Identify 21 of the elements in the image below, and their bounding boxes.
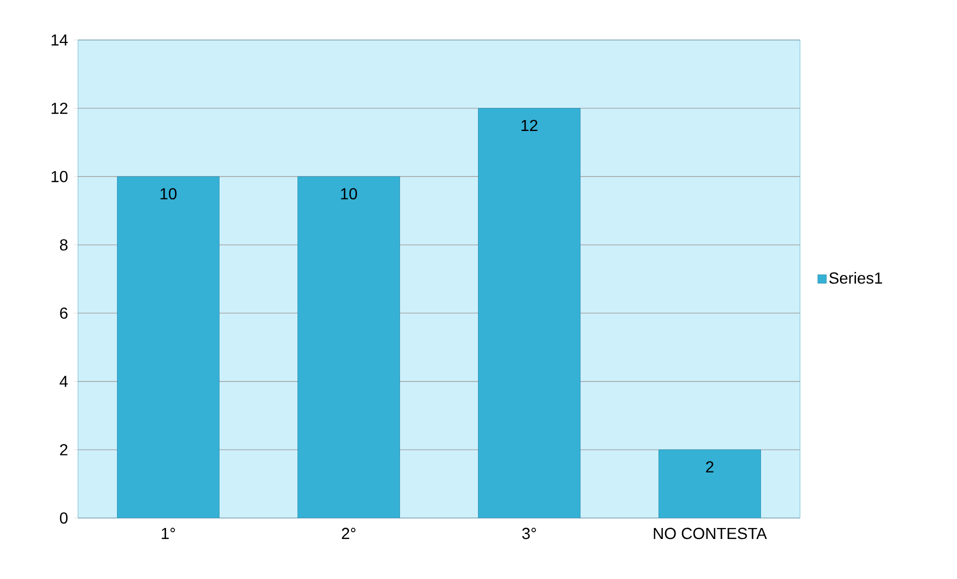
bar	[117, 176, 220, 518]
x-tick-label: 1°	[162, 528, 175, 539]
y-tick-label: 2	[60, 444, 68, 456]
bar	[298, 176, 400, 518]
bar	[658, 450, 761, 518]
legend-label: Series1	[829, 272, 882, 284]
data-label: 10	[160, 188, 177, 200]
x-tick-label: 2°	[342, 528, 356, 539]
y-tick-label: 14	[52, 34, 68, 46]
y-tick-label: 10	[52, 170, 68, 182]
y-tick-label: 8	[60, 239, 68, 251]
x-tick-label: NO CONTESTA	[654, 528, 767, 540]
y-tick-label: 4	[60, 376, 68, 387]
data-label: 10	[341, 188, 358, 200]
y-tick-label: 12	[52, 102, 68, 114]
y-tick-label: 0	[60, 512, 68, 524]
data-label: 2	[706, 461, 714, 472]
data-label: 12	[522, 120, 538, 131]
x-tick-label: 3°	[522, 528, 536, 540]
y-tick-label: 6	[60, 307, 68, 319]
bar	[478, 108, 580, 518]
